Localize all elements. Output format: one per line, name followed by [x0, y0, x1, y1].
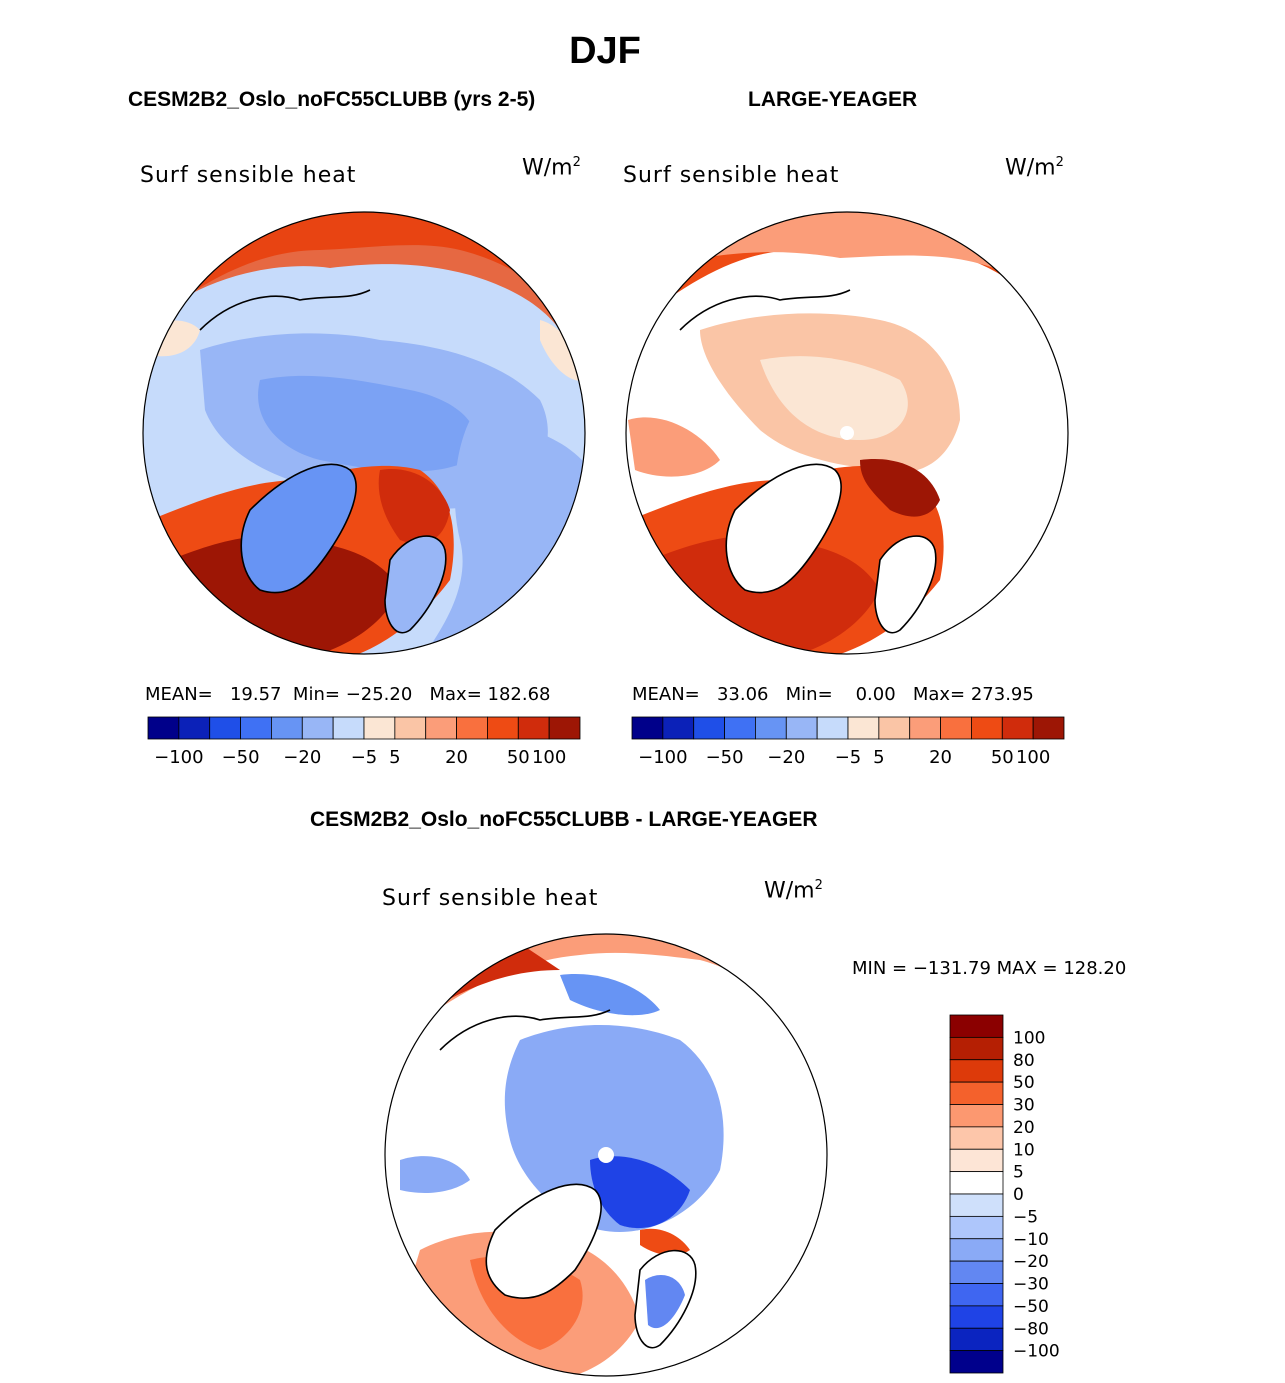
- panel-model-units: W/m2: [522, 155, 581, 181]
- colorbar-diff-tick-label: 5: [1013, 1163, 1024, 1183]
- panel-diff-units: W/m2: [764, 878, 823, 904]
- colorbar-obs-swatch: [940, 716, 972, 740]
- colorbar-model: −100 −50 −20 −5 5 20 50 100: [147, 716, 581, 768]
- colorbar-diff-tick-label: 100: [1013, 1028, 1045, 1048]
- page-title: DJF: [569, 30, 641, 72]
- panel-diff-header: CESM2B2_Oslo_noFC55CLUBB - LARGE-YEAGER: [310, 808, 818, 831]
- colorbar-diff-swatch: [949, 1327, 1004, 1352]
- colorbar-diff-tick-label: 30: [1013, 1096, 1035, 1116]
- panel-obs-units: W/m2: [1005, 155, 1064, 181]
- colorbar-obs-swatch: [662, 716, 695, 740]
- colorbar-obs-swatch: [724, 716, 756, 740]
- colorbar-model-swatch: [147, 716, 180, 740]
- colorbar-model-swatch: [548, 716, 581, 740]
- colorbar-obs-tick-label: −50: [706, 747, 744, 768]
- colorbar-diff-tick-label: −30: [1013, 1275, 1049, 1295]
- colorbar-obs-tick-label: −5: [835, 747, 862, 768]
- colorbar-model-swatch: [456, 716, 488, 740]
- colorbar-diff-tick-label: −20: [1013, 1252, 1049, 1272]
- colorbar-diff-tick-label: 0: [1013, 1185, 1024, 1205]
- colorbar-obs-tick-label: 5: [873, 747, 884, 768]
- colorbar-diff-swatch: [949, 1305, 1004, 1329]
- colorbar-model-swatch: [487, 716, 519, 740]
- colorbar-diff-tick-label: −100: [1013, 1342, 1060, 1362]
- map-model-border: [142, 211, 586, 655]
- map-diff-border: [384, 933, 828, 1377]
- colorbar-obs-swatch: [1001, 716, 1034, 740]
- colorbar-diff-swatch: [949, 1238, 1004, 1262]
- panel-obs-variable: Surf sensible heat: [623, 163, 840, 188]
- panel-diff-minmax: MIN = −131.79 MAX = 128.20: [852, 958, 1127, 979]
- colorbar-diff-swatch: [949, 1193, 1004, 1217]
- colorbar-diff-swatch: [949, 1283, 1004, 1307]
- map-obs-border: [625, 211, 1069, 655]
- panel-model-variable: Surf sensible heat: [140, 163, 357, 188]
- colorbar-diff-swatch: [949, 1148, 1004, 1173]
- colorbar-model-tick-label: 20: [445, 747, 468, 768]
- colorbar-model-swatch: [178, 716, 211, 740]
- colorbar-diff-swatch: [949, 1260, 1004, 1284]
- colorbar-obs: −100 −50 −20 −5 5 20 50 100: [631, 716, 1065, 768]
- colorbar-model-tick-label: 5: [389, 747, 400, 768]
- colorbar-obs-swatch: [1032, 716, 1065, 740]
- colorbar-diff-tick-label: 10: [1013, 1140, 1035, 1160]
- colorbar-diff-tick-label: −80: [1013, 1319, 1049, 1339]
- colorbar-obs-swatch: [878, 716, 911, 740]
- panel-obs-stats: MEAN= 33.06 Min= 0.00 Max= 273.95: [632, 684, 1034, 705]
- colorbar-diff-swatch: [949, 1081, 1004, 1105]
- colorbar-obs-tick-label: −100: [638, 747, 687, 768]
- colorbar-model-tick-label: −100: [154, 747, 203, 768]
- colorbar-obs-swatch: [971, 716, 1003, 740]
- colorbar-model-tick-label: 50: [507, 747, 530, 768]
- colorbar-diff-swatch: [949, 1126, 1004, 1150]
- colorbar-model-swatch: [301, 716, 334, 740]
- colorbar-model-swatch: [517, 716, 550, 740]
- colorbar-diff-tick-label: −10: [1013, 1230, 1049, 1250]
- colorbar-obs-tick-label: 20: [929, 747, 952, 768]
- colorbar-diff-swatch: [949, 1036, 1004, 1061]
- panel-model-header: CESM2B2_Oslo_noFC55CLUBB (yrs 2-5): [128, 88, 536, 111]
- map-diff-pole: [598, 1147, 614, 1163]
- colorbar-diff-tick-label: 80: [1013, 1051, 1035, 1071]
- colorbar-diff-swatch: [949, 1104, 1004, 1128]
- colorbar-obs-swatch: [755, 716, 787, 740]
- colorbar-model-swatch: [425, 716, 457, 740]
- colorbar-obs-swatch: [816, 716, 849, 740]
- colorbar-model-swatch: [271, 716, 303, 740]
- colorbar-obs-tick-label: 50: [991, 747, 1014, 768]
- panel-diff-variable: Surf sensible heat: [382, 886, 599, 911]
- colorbar-model-tick-label: 100: [532, 747, 566, 768]
- colorbar-obs-swatch: [847, 716, 880, 740]
- colorbar-obs-swatch: [785, 716, 818, 740]
- map-obs-pole: [840, 426, 854, 440]
- panel-model-stats: MEAN= 19.57 Min= −25.20 Max= 182.68: [145, 684, 551, 705]
- colorbar-diff-swatch: [949, 1014, 1004, 1038]
- colorbar-obs-swatch: [693, 716, 725, 740]
- colorbar-model-tick-label: −5: [351, 747, 378, 768]
- colorbar-obs-tick-label: 100: [1016, 747, 1050, 768]
- colorbar-obs-swatch: [909, 716, 941, 740]
- colorbar-model-swatch: [363, 716, 396, 740]
- colorbar-model-tick-label: −20: [283, 747, 321, 768]
- colorbar-obs-tick-label: −20: [767, 747, 805, 768]
- colorbar-diff-tick-label: −5: [1013, 1207, 1038, 1227]
- panel-obs-header: LARGE-YEAGER: [748, 88, 918, 111]
- colorbar-diff-swatch: [949, 1171, 1004, 1195]
- colorbar-model-swatch: [240, 716, 272, 740]
- coastlines: [199, 289, 937, 1349]
- colorbar-model-swatch: [209, 716, 241, 740]
- colorbar-diff-tick-label: 50: [1013, 1073, 1035, 1093]
- colorbar-diff-swatch: [949, 1350, 1004, 1374]
- colorbar-model-tick-label: −50: [222, 747, 260, 768]
- colorbar-diff-swatch: [949, 1215, 1004, 1240]
- colorbar-obs-swatch: [631, 716, 664, 740]
- colorbar-model-swatch: [394, 716, 427, 740]
- colorbar-diff-tick-label: 20: [1013, 1118, 1035, 1138]
- colorbar-diff-swatch: [949, 1059, 1004, 1083]
- colorbar-model-swatch: [332, 716, 365, 740]
- colorbar-diff-tick-label: −50: [1013, 1297, 1049, 1317]
